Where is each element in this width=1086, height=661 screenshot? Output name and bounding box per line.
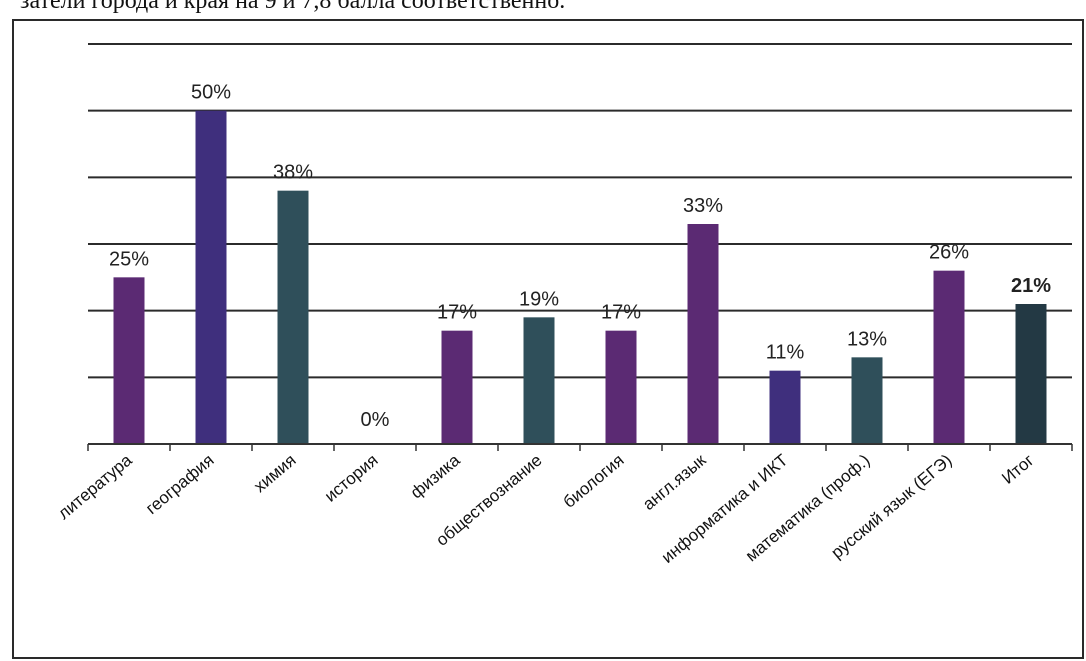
value-label-2: 38% <box>273 162 313 184</box>
category-label-11: Итог <box>998 451 1037 488</box>
value-label-4: 17% <box>437 302 477 324</box>
value-label-0: 25% <box>109 248 149 270</box>
category-label-2: химия <box>250 451 299 497</box>
value-label-11: 21% <box>1011 275 1051 297</box>
grid-lines <box>88 43 1072 379</box>
bar-10 <box>933 270 965 444</box>
bar-7 <box>687 224 719 444</box>
bar-5 <box>523 317 555 444</box>
category-label-0: литература <box>54 450 136 523</box>
value-label-7: 33% <box>683 195 723 217</box>
x-axis <box>87 443 1073 451</box>
category-label-6: биология <box>560 451 628 512</box>
value-label-6: 17% <box>601 302 641 324</box>
value-label-10: 26% <box>929 242 969 264</box>
category-labels: литература география химия история физикаобщ… <box>54 450 1037 567</box>
bar-11 <box>1015 304 1047 444</box>
bars <box>113 110 1047 445</box>
value-label-9: 13% <box>847 328 887 350</box>
chart-frame <box>12 19 1084 659</box>
value-label-8: 11% <box>766 342 805 364</box>
bar-9 <box>851 357 883 444</box>
category-label-4: физика <box>407 450 464 502</box>
value-label-3: 0% <box>361 409 390 431</box>
value-label-5: 19% <box>519 288 559 310</box>
category-label-1: география <box>142 451 217 519</box>
page-heading-fragment: затели города и края на 9 и 7,8 балла со… <box>20 0 566 14</box>
category-label-3: история <box>321 451 382 506</box>
value-labels: 25% 50% 38% 0% 17% 19% 17% 33% 11% 13% 26% 21% <box>109 82 1051 431</box>
category-label-7: англ.язык <box>639 450 710 514</box>
bar-2 <box>277 190 309 444</box>
bar-4 <box>441 330 473 444</box>
bar-1 <box>195 110 227 445</box>
value-label-1: 50% <box>191 82 231 104</box>
bar-8 <box>769 370 801 444</box>
bar-0 <box>113 277 145 444</box>
bar-6 <box>605 330 637 444</box>
